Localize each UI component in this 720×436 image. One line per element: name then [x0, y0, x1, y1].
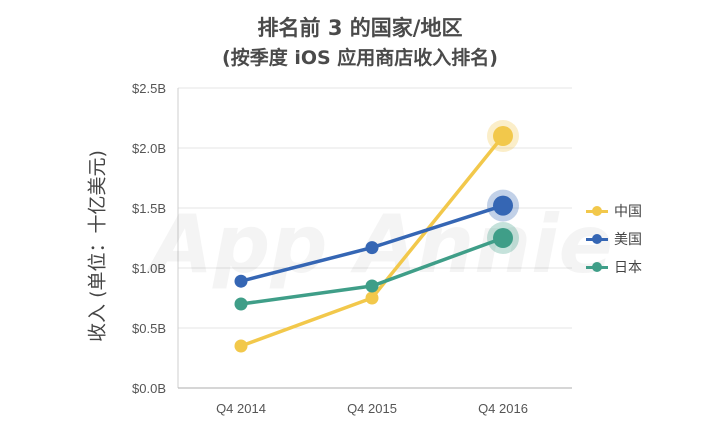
data-point	[493, 126, 513, 146]
y-tick-label: $0.5B	[132, 321, 166, 336]
legend-label-usa: 美国	[614, 232, 642, 248]
legend-swatch-japan	[586, 262, 608, 272]
chart-subtitle: (按季度 iOS 应用商店收入排名)	[222, 47, 498, 69]
legend-label-japan: 日本	[614, 260, 642, 276]
legend: 中国 美国 日本	[586, 197, 642, 281]
data-point	[234, 339, 248, 353]
legend-item-china: 中国	[586, 197, 642, 225]
y-tick-label: $2.5B	[132, 81, 166, 96]
data-point	[365, 291, 379, 305]
data-point	[365, 241, 379, 255]
x-tick-label: Q4 2014	[216, 401, 266, 416]
legend-label-china: 中国	[614, 204, 642, 220]
chart-title: 排名前 3 的国家/地区	[257, 16, 463, 40]
legend-swatch-china	[586, 206, 608, 216]
legend-swatch-usa	[586, 234, 608, 244]
data-point	[493, 228, 513, 248]
y-tick-label: $1.0B	[132, 261, 166, 276]
y-tick-label: $2.0B	[132, 141, 166, 156]
legend-item-usa: 美国	[586, 225, 642, 253]
data-point	[234, 274, 248, 288]
x-tick-label: Q4 2016	[478, 401, 528, 416]
data-point	[365, 279, 379, 293]
legend-item-japan: 日本	[586, 253, 642, 281]
data-point	[493, 195, 513, 216]
y-tick-label: $0.0B	[132, 381, 166, 396]
data-point	[234, 297, 248, 311]
x-tick-label: Q4 2015	[347, 401, 397, 416]
y-tick-label: $1.5B	[132, 201, 166, 216]
